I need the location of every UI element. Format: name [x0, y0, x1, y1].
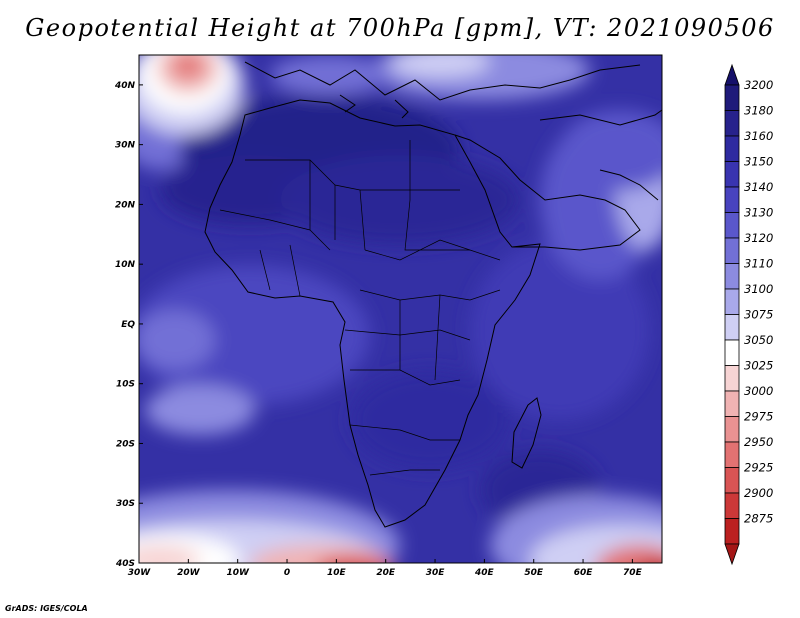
colorbar-label: 3130 [744, 206, 773, 220]
colorbar-swatch [724, 416, 740, 443]
colorbar-swatch [724, 110, 740, 137]
colorbar-bottom-arrow [724, 543, 740, 566]
colorbar-swatch [724, 237, 740, 264]
colorbar-label: 3120 [744, 231, 773, 245]
colorbar-swatch [724, 314, 740, 341]
colorbar-label: 3150 [744, 155, 773, 169]
lat-tick-label: 20N [115, 200, 136, 210]
lat-tick-label: 30N [115, 141, 136, 151]
colorbar-swatch [724, 492, 740, 519]
lat-tick-label: 40N [114, 81, 136, 91]
colorbar-label: 3140 [744, 180, 773, 194]
colorbar-swatch [724, 467, 740, 494]
lat-tick-label: 10S [116, 380, 135, 390]
borders [219, 140, 501, 476]
lon-tick-label: 0 [284, 568, 290, 578]
colorbar-label: 3180 [744, 104, 773, 118]
colorbar-swatch [724, 390, 740, 417]
colorbar-label: 3160 [744, 129, 773, 143]
coastlines [204, 61, 662, 528]
lon-tick-label: 50E [524, 568, 544, 578]
colorbar-swatch [724, 518, 740, 545]
colorbar-label: 3110 [744, 257, 773, 271]
lon-tick-label: 10W [226, 568, 250, 578]
colorbar-label: 3200 [744, 78, 773, 92]
lon-tick-label: 20W [177, 568, 201, 578]
colorbar-label: 3075 [744, 308, 773, 322]
lat-tick-label: 40S [115, 559, 135, 569]
lon-tick-label: 30W [128, 568, 152, 578]
colorbar-swatch [724, 186, 740, 213]
colorbar-swatch [724, 441, 740, 468]
height-field [139, 55, 662, 563]
lon-tick-label: 60E [574, 568, 594, 578]
lat-tick-label: 10N [115, 260, 136, 270]
colorbar-top-arrow [724, 63, 740, 86]
colorbar-label: 2975 [744, 410, 773, 424]
lon-tick-label: 70E [623, 568, 643, 578]
colorbar-label: 3050 [744, 333, 773, 347]
lon-tick-label: 40E [474, 568, 495, 578]
credit-label: GrADS: IGES/COLA [5, 604, 88, 613]
colorbar-label: 2925 [744, 461, 773, 475]
lon-tick-label: 10E [327, 568, 347, 578]
colorbar-label: 3025 [744, 359, 773, 373]
lon-tick-label: 30E [426, 568, 446, 578]
lat-tick-label: 20S [116, 439, 135, 449]
colorbar-swatch [724, 288, 740, 315]
colorbar-label: 2900 [744, 486, 773, 500]
colorbar-swatch [724, 365, 740, 392]
colorbar: 3200 3180 3160 3150 3140 3130 3120 3110 3100 3075… [724, 63, 773, 566]
colorbar-label: 2950 [744, 435, 773, 449]
colorbar-label: 3000 [744, 384, 773, 398]
colorbar-swatch [724, 263, 740, 290]
colorbar-swatch [724, 339, 740, 366]
lat-tick-label: EQ [121, 320, 135, 330]
colorbar-swatch [724, 161, 740, 188]
colorbar-swatch [724, 212, 740, 239]
colorbar-swatch [724, 135, 740, 162]
colorbar-label: 3100 [744, 282, 773, 296]
map-frame [138, 54, 663, 564]
page-title: Geopotential Height at 700hPa [gpm], VT:… [25, 14, 775, 42]
lat-tick-label: 30S [116, 499, 135, 509]
colorbar-label: 2875 [744, 512, 773, 526]
colorbar-swatch [724, 84, 740, 111]
lon-tick-label: 20E [376, 568, 396, 578]
